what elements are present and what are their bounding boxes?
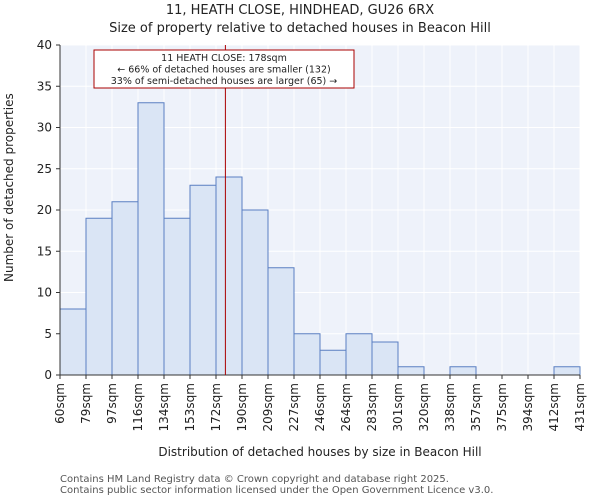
footer-licence: Contains public sector information licen… <box>60 485 494 496</box>
y-tick-labels: 0 5 10 15 20 25 30 35 40 <box>37 38 60 382</box>
bar <box>59 308 87 376</box>
bar <box>293 333 321 376</box>
bar <box>345 333 373 376</box>
x-tick-label: 190sqm <box>235 383 249 431</box>
x-tick-label: 338sqm <box>443 383 457 431</box>
x-tick-label: 431sqm <box>573 383 587 431</box>
x-tick-label: 394sqm <box>521 383 535 431</box>
y-tick-label: 25 <box>37 162 52 176</box>
x-tick-label: 153sqm <box>183 383 197 431</box>
x-tick-label: 134sqm <box>157 383 171 431</box>
bar <box>267 267 295 376</box>
x-tick-label: 301sqm <box>391 383 405 431</box>
x-tick-label: 357sqm <box>469 383 483 431</box>
bar <box>241 209 269 376</box>
x-tick-label: 320sqm <box>417 383 431 431</box>
bar <box>85 217 113 376</box>
y-tick-label: 40 <box>37 38 52 52</box>
annotation-line: 33% of semi-detached houses are larger (… <box>111 76 338 87</box>
x-tick-label: 283sqm <box>365 383 379 431</box>
x-tick-label: 227sqm <box>287 383 301 431</box>
bar <box>137 102 165 376</box>
footer-copyright: Contains HM Land Registry data © Crown c… <box>60 474 449 485</box>
x-tick-label: 172sqm <box>209 383 223 431</box>
y-tick-label: 20 <box>37 203 52 217</box>
chart-subtitle: Size of property relative to detached ho… <box>109 21 491 36</box>
bar <box>371 341 399 376</box>
bar <box>553 366 581 376</box>
y-tick-label: 5 <box>44 327 52 341</box>
x-tick-label: 246sqm <box>313 383 327 431</box>
bar <box>111 201 139 376</box>
bar <box>163 217 191 376</box>
x-tick-label: 79sqm <box>79 383 93 424</box>
x-tick-labels: 60sqm 79sqm 97sqm 116sqm 134sqm 153sqm 172sqm 1… <box>53 375 587 431</box>
y-tick-label: 0 <box>44 368 52 382</box>
annotation-frame <box>93 49 355 89</box>
x-tick-label: 97sqm <box>105 383 119 424</box>
x-tick-label: 116sqm <box>131 383 145 431</box>
y-tick-label: 10 <box>37 286 52 300</box>
x-tick-label: 60sqm <box>53 383 67 424</box>
bar <box>189 184 217 376</box>
y-tick-label: 35 <box>37 79 52 93</box>
x-tick-label: 264sqm <box>339 383 353 431</box>
annotation-box: 11 HEATH CLOSE: 178sqm← 66% of detached … <box>93 49 355 89</box>
bars <box>59 102 581 376</box>
x-tick-label: 412sqm <box>547 383 561 431</box>
x-tick-label: 375sqm <box>495 383 509 431</box>
bar <box>215 176 243 376</box>
y-tick-label: 15 <box>37 244 52 258</box>
x-tick-label: 209sqm <box>261 383 275 431</box>
bar <box>449 366 477 376</box>
annotation-line: ← 66% of detached houses are smaller (13… <box>117 65 330 76</box>
chart-title: 11, HEATH CLOSE, HINDHEAD, GU26 6RX <box>165 3 435 18</box>
annotation-line: 11 HEATH CLOSE: 178sqm <box>161 53 287 64</box>
bar <box>397 366 425 376</box>
x-axis-label: Distribution of detached houses by size … <box>158 445 482 459</box>
bar <box>319 349 347 376</box>
y-tick-label: 30 <box>37 121 52 135</box>
